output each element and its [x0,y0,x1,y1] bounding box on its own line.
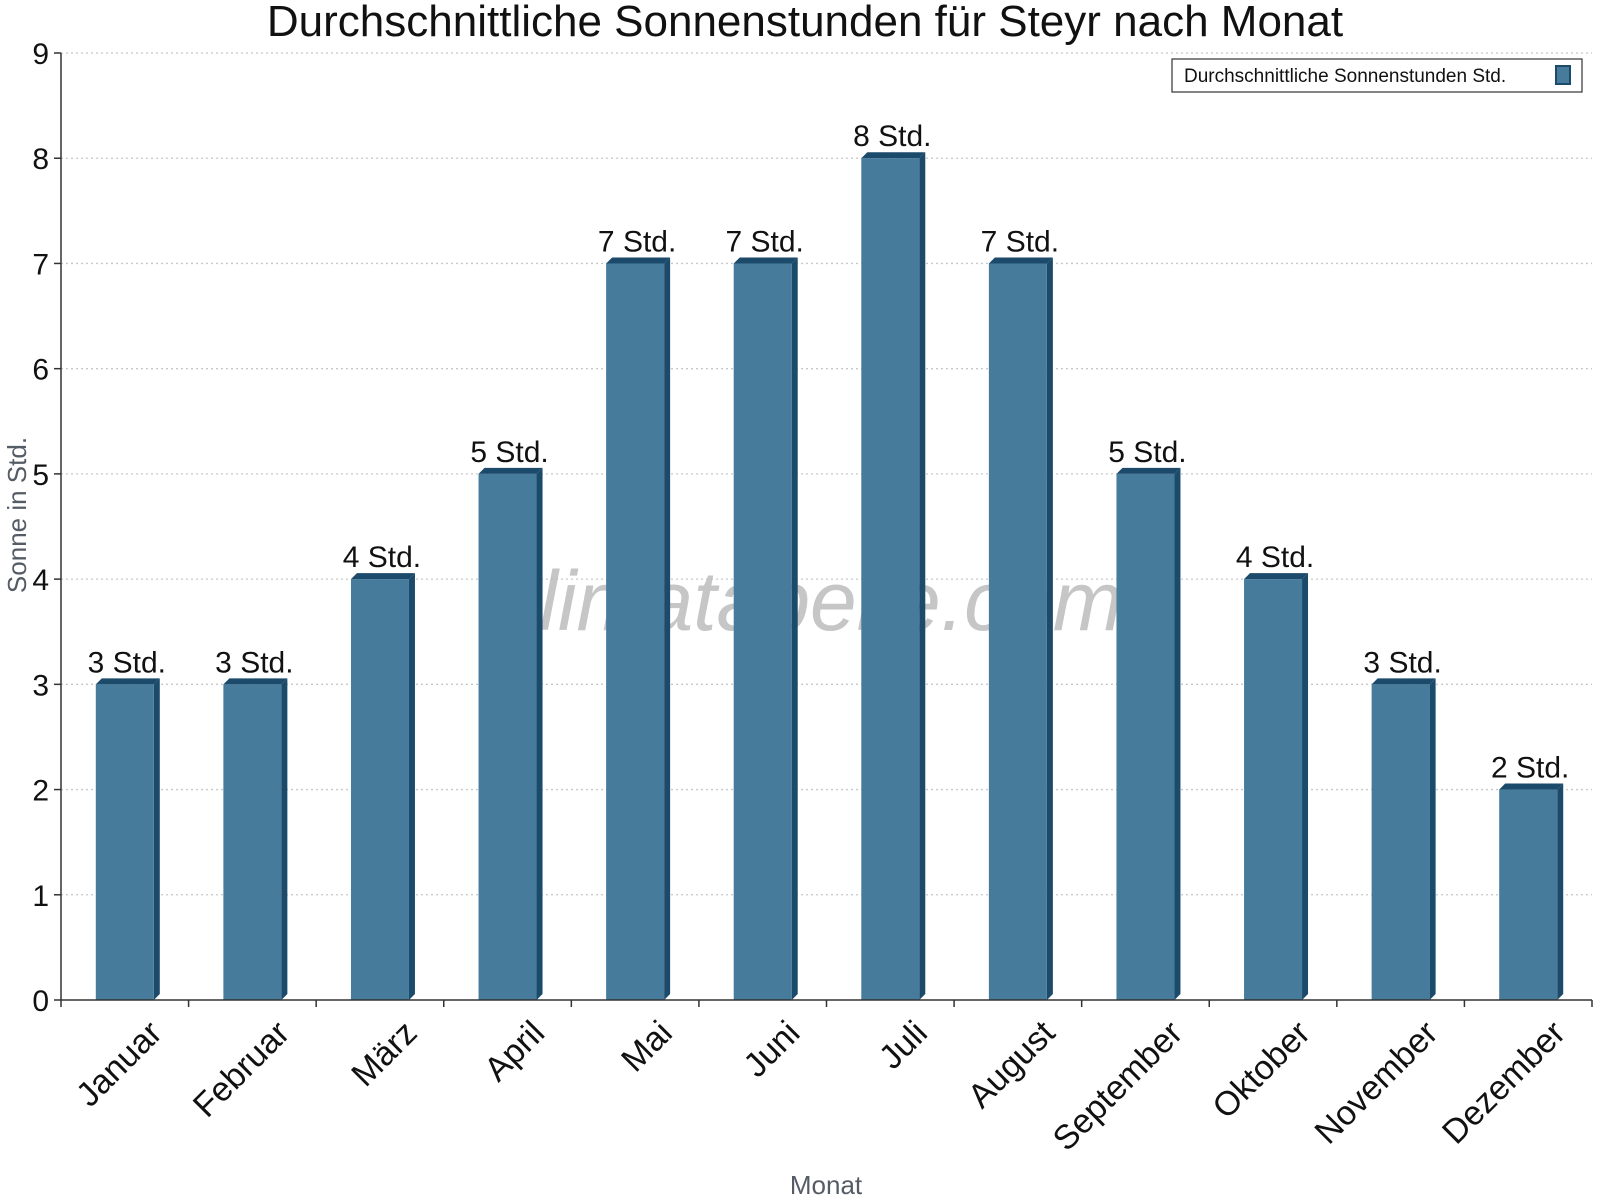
bar-value-labels: 3 Std. 3 Std. 4 Std. 5 Std. 7 Std. 7 Std. 8 St… [88,120,1570,784]
bar-value-label: 3 Std. [88,646,166,679]
x-tick-label: August [961,1013,1063,1115]
legend-label: Durchschnittliche Sonnenstunden Std. [1184,66,1506,87]
x-tick-label: Juli [872,1014,935,1077]
bar-top [988,257,1053,264]
bar [350,573,415,1000]
x-tick-label: Dezember [1435,1014,1573,1152]
x-tick-labels: Januar Februar März April Mai Juni Juli AugustS… [69,1013,1573,1158]
bar-side [1302,573,1309,1000]
bar-face [95,684,154,1000]
bar [606,257,671,1000]
legend-swatch [1555,65,1571,85]
bar-face [1371,684,1430,1000]
bar-side [1174,467,1181,1000]
bar [1116,467,1181,1000]
bar-top [478,467,543,474]
bar-face [733,263,792,1000]
bar-top [223,678,288,685]
bar-side [919,152,926,1000]
bar-side [1557,783,1564,1000]
bar-value-label: 8 Std. [853,120,931,153]
bar-face [1499,789,1558,1000]
bar-top [1371,678,1436,685]
bar [223,678,288,1000]
bar-value-label: 4 Std. [1236,541,1314,574]
chart-title: Durchschnittliche Sonnenstunden für Stey… [267,0,1343,46]
bar-top [1244,573,1309,580]
bar-face [478,473,537,1000]
x-tick-label: Mai [614,1014,680,1080]
x-tick-label: November [1307,1014,1445,1152]
bar-side [281,678,288,1000]
x-tick-label: Februar [186,1014,297,1125]
bar-face [606,263,665,1000]
bar-face [988,263,1047,1000]
bar-side [791,257,798,1000]
x-axis-title: Monat [790,1170,863,1200]
bar-side [536,467,543,1000]
axes [54,52,1593,1007]
bar-face [223,684,282,1000]
x-tick-label: März [344,1014,424,1094]
y-tick-label: 1 [32,880,49,913]
y-tick-label: 4 [32,564,49,597]
bar-face [861,158,920,1000]
bar [1244,573,1309,1000]
bar-top [861,152,926,159]
bar-side [1429,678,1436,1000]
bar-top [1116,467,1181,474]
bar-value-label: 7 Std. [726,225,804,258]
bar-value-label: 7 Std. [598,225,676,258]
bars [95,152,1564,1000]
bar-side [664,257,671,1000]
y-tick-label: 7 [32,248,49,281]
bar [733,257,798,1000]
bar [95,678,160,1000]
grid-lines [61,52,1592,896]
y-tick-label: 6 [32,354,49,387]
bar-value-label: 7 Std. [981,225,1059,258]
x-tick-label: Juni [736,1014,807,1085]
y-tick-label: 2 [32,775,49,808]
legend-box [1171,58,1583,93]
bar [861,152,926,1000]
y-tick-label: 3 [32,669,49,702]
bar-top [606,257,671,264]
x-tick-label: Oktober [1205,1014,1317,1126]
bar [478,467,543,1000]
y-tick-labels: 0 1 2 3 4 5 6 7 8 9 [32,38,49,1018]
y-tick-label: 5 [32,459,49,492]
bar [988,257,1053,1000]
bar-value-label: 2 Std. [1491,752,1569,785]
bar-side [153,678,160,1000]
bar-value-label: 5 Std. [1108,436,1186,469]
legend: Durchschnittliche Sonnenstunden Std. [1171,58,1583,93]
bar-value-label: 5 Std. [470,436,548,469]
bar-top [95,678,160,685]
x-tick-label: Januar [69,1014,169,1114]
y-tick-label: 8 [32,143,49,176]
bar-face [1244,579,1303,1000]
bar-top [733,257,798,264]
bar-value-label: 3 Std. [215,646,293,679]
bar-side [1046,257,1053,1000]
x-tick-label: April [477,1014,552,1089]
bar-side [408,573,415,1000]
y-tick-label: 9 [32,38,49,71]
bar-value-label: 3 Std. [1363,646,1441,679]
bar [1499,783,1564,1000]
y-axis-title: Sonne in Std. [2,437,32,593]
bar [1371,678,1436,1000]
x-tick-label: September [1046,1014,1190,1158]
y-tick-label: 0 [32,985,49,1018]
bar-face [1116,473,1175,1000]
bar-value-label: 4 Std. [343,541,421,574]
bar-face [350,579,409,1000]
bar-top [350,573,415,580]
bar-top [1499,783,1564,790]
